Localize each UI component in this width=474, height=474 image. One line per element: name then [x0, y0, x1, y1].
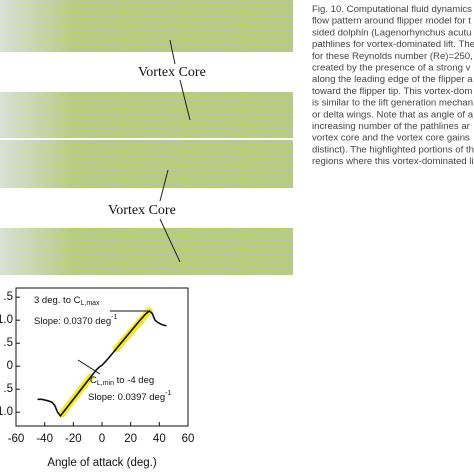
x-tick-label: 20: [124, 433, 137, 445]
caption-line: toward the flipper tip. This vortex-dom: [312, 86, 472, 97]
arrow: [179, 79, 191, 121]
annotation-sub: L,min: [97, 380, 114, 387]
y-tick-label: 0: [7, 360, 13, 372]
vortex-label: Vortex Core: [108, 203, 176, 218]
annotation-sup: -1: [111, 314, 117, 321]
caption-line: is similar to the lift generation mechan: [312, 98, 473, 109]
arrow: [159, 169, 169, 202]
annotation-arrow: [77, 359, 101, 375]
annotation-text: Slope: 0.0397 deg: [88, 392, 165, 403]
y-tick-label: .5: [3, 337, 13, 349]
arrow: [169, 39, 176, 65]
x-tick-label: 0: [99, 433, 105, 445]
annotation-sup: -1: [165, 390, 171, 397]
caption-line: distinct). The highlighted portions of t…: [312, 144, 474, 155]
x-tick-label: -40: [36, 433, 53, 445]
arrow: [159, 218, 181, 263]
annotation: 3 deg. to CL,max: [34, 295, 100, 307]
flow-image-core: [0, 0, 293, 52]
caption-line: regions where this vortex-dominated li: [312, 156, 474, 167]
annotation: Slope: 0.0397 deg-1: [88, 390, 171, 403]
caption-line: or delta wings. Note that as angle of a: [312, 109, 474, 120]
y-tick-label: .5: [3, 383, 13, 395]
y-tick-label: .5: [3, 291, 13, 303]
x-axis-label: Angle of attack (deg.): [47, 457, 156, 469]
caption-line: increasing number of the pathlines ar: [312, 121, 471, 132]
flow-images: [0, 0, 293, 275]
x-tick-label: 60: [182, 433, 195, 445]
flow-image-core: [0, 228, 293, 275]
x-tick-label: 40: [153, 433, 166, 445]
y-tick-label: 1.0: [0, 314, 13, 326]
caption: Fig. 10. Computational fluid dynamicsflo…: [312, 4, 474, 167]
y-tick-label: 1.0: [0, 406, 13, 418]
flow-image-core: [0, 92, 293, 138]
lift-chart: .5 1.0 .5 0 .5 1.0 -60 -40 -20 0 20 40 60 Angle of at…: [0, 287, 195, 469]
x-tick-label: -20: [65, 433, 82, 445]
annotation-text: Slope: 0.0370 deg: [34, 316, 111, 327]
caption-line: flow pattern around flipper model for t: [312, 16, 471, 27]
annotation-text: C: [90, 375, 97, 386]
flow-image-core: [0, 140, 293, 188]
plot-frame: [15, 287, 189, 427]
x-tick-label: -60: [8, 433, 25, 445]
vortex-label: Vortex Core: [138, 65, 206, 80]
annotation-sub: L,max: [80, 300, 100, 307]
caption-line: along the leading edge of the flipper a: [312, 74, 473, 85]
lift-curve: [37, 309, 167, 418]
caption-line: Fig. 10. Computational fluid dynamics: [312, 4, 472, 15]
caption-line: created by the presence of a strong v: [312, 63, 471, 74]
caption-line: vortex core and the vortex core gains: [312, 133, 470, 144]
annotation: Slope: 0.0370 deg-1: [34, 314, 117, 327]
caption-line: for these Reynolds number (Re)=250,: [312, 51, 473, 62]
caption-line: sided dolphin (Lagenorhynchus acutu: [312, 27, 471, 38]
annotation-text: to -4 deg: [114, 375, 154, 386]
annotation: CL,min to -4 deg: [90, 375, 154, 387]
caption-line: pathlines for vortex-dominated lift. The: [312, 39, 474, 50]
annotation-text: 3 deg. to C: [34, 295, 81, 306]
